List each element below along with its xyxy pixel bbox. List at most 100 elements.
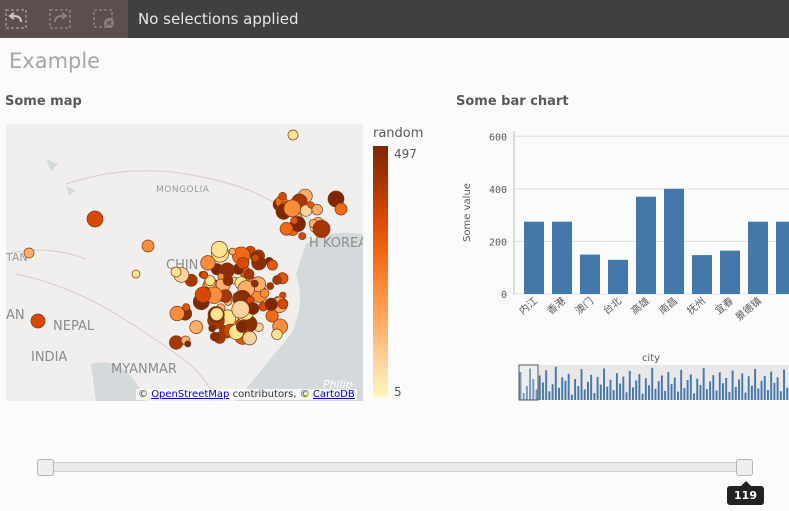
mini-bar bbox=[612, 390, 615, 400]
label-myanmar: MYANMAR bbox=[111, 362, 177, 377]
label-india: INDIA bbox=[31, 350, 68, 365]
mini-bar bbox=[525, 386, 528, 400]
mini-bar bbox=[715, 390, 718, 400]
mini-bar bbox=[731, 370, 734, 400]
mini-bar bbox=[760, 380, 763, 400]
y-tick-label: 400 bbox=[489, 185, 507, 196]
legend-max: 497 bbox=[394, 147, 417, 161]
range-slider-track[interactable] bbox=[45, 462, 745, 472]
step-forward-icon[interactable] bbox=[46, 6, 74, 32]
mini-bar bbox=[776, 377, 779, 400]
x-tick-label: 抚州 bbox=[685, 295, 708, 317]
mini-bar bbox=[763, 375, 766, 400]
bar bbox=[552, 221, 572, 294]
mini-bar bbox=[542, 382, 544, 400]
x-tick-label: 香港 bbox=[545, 295, 568, 317]
mini-bar bbox=[596, 376, 599, 400]
map-view[interactable]: MONGOLIA CHIN H KOREA NEPAL INDIA MYANMA… bbox=[6, 124, 363, 401]
mini-chart-window[interactable] bbox=[518, 364, 539, 401]
mini-bar bbox=[747, 376, 750, 400]
mini-bar bbox=[693, 393, 695, 400]
sheet-title: Example bbox=[9, 49, 101, 73]
mini-bar bbox=[657, 381, 660, 400]
mini-bar bbox=[744, 392, 747, 400]
map-attribution: © OpenStreetMap contributors, © CartoDB bbox=[136, 389, 357, 400]
mini-bar bbox=[574, 379, 577, 400]
mini-bar bbox=[648, 385, 650, 400]
mini-bar bbox=[709, 381, 712, 400]
x-tick-label: 南昌 bbox=[656, 294, 680, 317]
mini-bar bbox=[712, 375, 715, 400]
mini-bar bbox=[770, 371, 773, 400]
bar bbox=[720, 250, 740, 294]
mini-bar bbox=[590, 374, 593, 400]
mini-bar bbox=[548, 391, 551, 400]
range-slider-low-handle[interactable] bbox=[37, 459, 54, 476]
mini-bar bbox=[638, 374, 641, 400]
mini-bar bbox=[741, 373, 744, 400]
label-mongolia: MONGOLIA bbox=[156, 185, 210, 195]
mini-bar bbox=[570, 394, 573, 400]
mini-bar bbox=[680, 369, 683, 400]
mini-bar bbox=[587, 381, 589, 400]
mini-bar bbox=[561, 377, 564, 400]
mini-bar bbox=[670, 383, 673, 400]
mini-bar bbox=[779, 391, 782, 400]
mini-bar bbox=[619, 383, 622, 400]
mini-bar bbox=[583, 389, 586, 400]
top-toolbar: No selections applied bbox=[0, 0, 789, 38]
mini-bar bbox=[686, 380, 689, 400]
label-korea: H KOREA bbox=[309, 236, 363, 251]
bar bbox=[608, 259, 628, 294]
mini-bar bbox=[532, 379, 535, 400]
mini-bar bbox=[660, 375, 663, 400]
label-china: CHIN bbox=[166, 258, 199, 273]
mini-bar bbox=[673, 377, 676, 400]
label-an: AN bbox=[6, 308, 25, 323]
step-back-icon[interactable] bbox=[2, 6, 30, 32]
mini-bar bbox=[632, 387, 634, 400]
mini-bar bbox=[718, 372, 721, 400]
mini-bar bbox=[654, 388, 657, 400]
y-axis-label: Some value bbox=[462, 183, 473, 242]
legend-color-scale bbox=[373, 146, 388, 397]
carto-link[interactable]: CartoDB bbox=[312, 389, 355, 400]
mini-bar bbox=[702, 368, 705, 400]
mini-bar bbox=[622, 376, 625, 400]
mini-bar bbox=[722, 383, 724, 400]
bar bbox=[524, 221, 544, 294]
mini-bar bbox=[767, 389, 769, 400]
bar bbox=[636, 196, 656, 294]
label-tan: TAN bbox=[6, 251, 28, 264]
range-slider-high-handle[interactable] bbox=[736, 459, 753, 476]
bar-chart-title: Some bar chart bbox=[456, 94, 569, 109]
x-axis-label: city bbox=[642, 353, 660, 364]
clear-selections-icon[interactable] bbox=[90, 6, 118, 32]
mini-bar bbox=[609, 379, 612, 400]
mini-bar bbox=[603, 368, 605, 400]
mini-bar bbox=[551, 384, 554, 400]
mini-bar bbox=[738, 379, 740, 400]
legend-title: random bbox=[373, 126, 424, 141]
x-tick-label: 澳门 bbox=[572, 294, 596, 317]
mini-bar bbox=[651, 367, 654, 400]
mini-bar bbox=[593, 393, 596, 400]
mini-bar bbox=[564, 380, 567, 400]
bar bbox=[580, 254, 600, 294]
mini-bar bbox=[750, 385, 753, 400]
bar bbox=[776, 221, 789, 294]
mini-bar bbox=[689, 374, 692, 400]
mini-bar bbox=[615, 373, 618, 400]
mini-bar bbox=[734, 387, 737, 400]
mini-bar bbox=[599, 384, 602, 400]
mini-bar bbox=[535, 389, 538, 400]
mini-bar bbox=[644, 378, 647, 400]
mini-bar bbox=[728, 391, 731, 400]
mini-bar bbox=[554, 366, 557, 400]
mini-bar bbox=[628, 370, 631, 400]
osm-link[interactable]: OpenStreetMap bbox=[151, 389, 230, 400]
selections-status: No selections applied bbox=[138, 10, 299, 28]
mini-bar bbox=[773, 382, 776, 400]
mini-bar bbox=[725, 377, 728, 400]
